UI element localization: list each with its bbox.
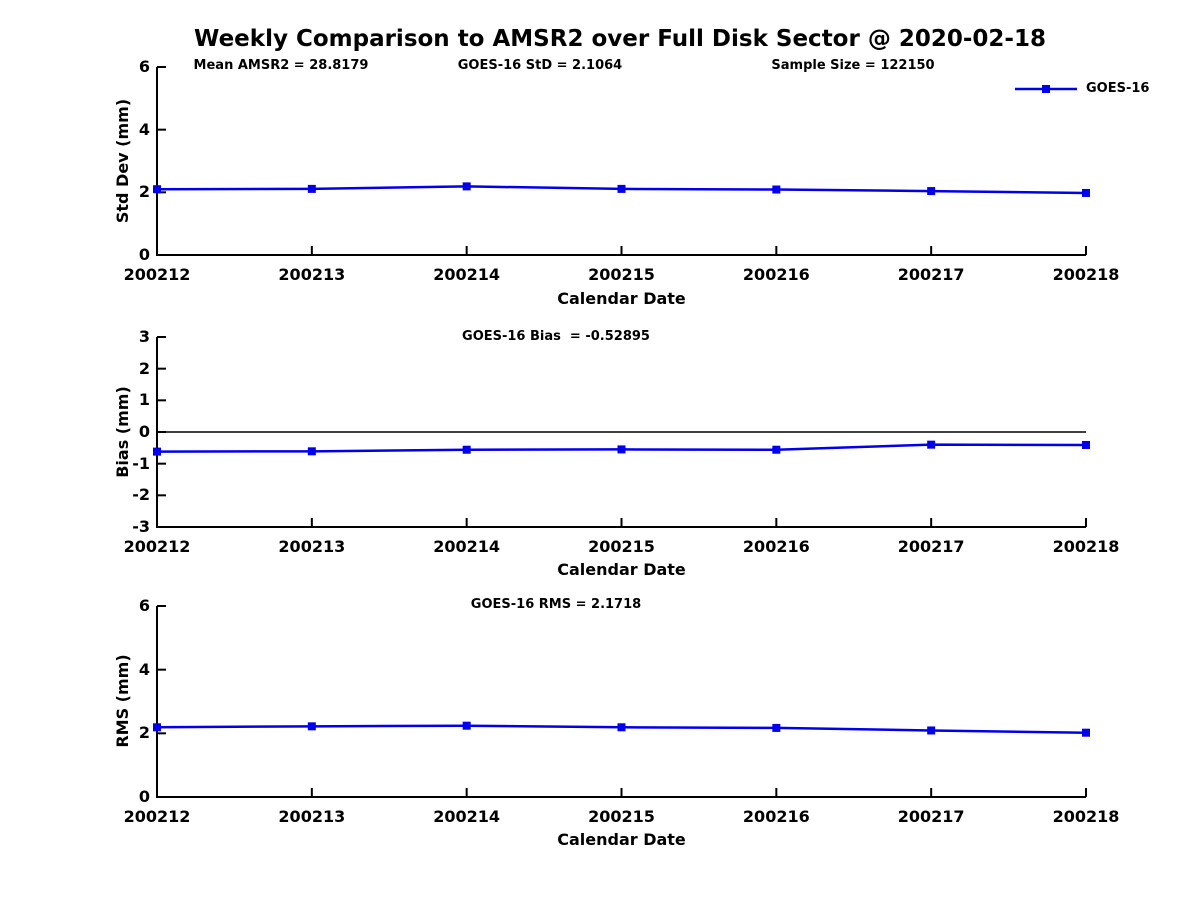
x-tick-label: 200217 — [897, 537, 965, 556]
y-tick-label: 0 — [138, 422, 150, 441]
x-tick-label: 200213 — [278, 265, 346, 284]
x-tick-label: 200214 — [433, 537, 501, 556]
annotation-mean-amsr2: Mean AMSR2 = 28.8179 — [193, 58, 369, 73]
data-point-marker — [153, 185, 161, 194]
y-tick-label: 2 — [138, 182, 150, 202]
y-tick-label: 6 — [138, 596, 150, 615]
y-tick-label: 6 — [138, 57, 150, 76]
legend-label: GOES-16 — [1086, 81, 1150, 96]
x-tick-label: 200214 — [433, 265, 501, 284]
y-tick-label: 4 — [138, 119, 150, 139]
data-point-marker — [307, 184, 316, 193]
y-tick-label: 2 — [138, 358, 150, 378]
data-point-marker — [617, 184, 626, 193]
x-tick-label: 200213 — [278, 807, 346, 826]
annotation-sample-size: Sample Size = 122150 — [771, 58, 935, 73]
x-tick-label: 200216 — [742, 265, 810, 284]
x-tick-label: 200212 — [123, 265, 191, 284]
data-point-marker — [927, 187, 936, 196]
x-axis-label: Calendar Date — [557, 830, 686, 849]
x-tick-label: 200213 — [278, 537, 346, 556]
data-point-marker — [1082, 728, 1090, 737]
y-tick-label: 4 — [138, 659, 150, 679]
data-point-marker — [1082, 188, 1090, 197]
data-point-marker — [772, 723, 781, 732]
legend: GOES-16 — [1014, 81, 1149, 96]
x-tick-label: 200215 — [588, 265, 655, 284]
y-tick-label: -1 — [132, 453, 150, 473]
x-axis-label: Calendar Date — [557, 560, 686, 579]
annotation-goes16-std: GOES-16 StD = 2.1064 — [457, 58, 623, 73]
x-tick-label: 200217 — [897, 265, 965, 284]
data-point-marker — [772, 445, 781, 454]
y-tick-label: 0 — [138, 245, 150, 264]
x-tick-label: 200216 — [742, 537, 810, 556]
x-tick-label: 200218 — [1052, 265, 1120, 284]
x-tick-label: 200212 — [123, 537, 191, 556]
data-point-marker — [462, 721, 471, 730]
data-point-marker — [153, 447, 161, 456]
y-tick-label: 3 — [138, 327, 150, 346]
x-tick-label: 200216 — [742, 807, 810, 826]
data-point-marker — [307, 447, 316, 456]
data-point-marker — [462, 445, 471, 454]
y-tick-label: 1 — [138, 390, 150, 410]
data-point-marker — [617, 445, 626, 454]
x-tick-label: 200215 — [588, 807, 655, 826]
figure-title: Weekly Comparison to AMSR2 over Full Dis… — [194, 26, 1046, 52]
x-tick-label: 200218 — [1052, 537, 1120, 556]
data-point-marker — [462, 182, 471, 191]
annotation-goes16-bias: GOES-16 Bias = -0.52895 — [462, 329, 650, 344]
axis-line — [156, 606, 1086, 798]
x-tick-label: 200217 — [897, 807, 965, 826]
legend-line-icon — [1015, 84, 1077, 93]
x-axis-label: Calendar Date — [557, 289, 686, 308]
annotation-goes16-rms: GOES-16 RMS = 2.1718 — [470, 597, 642, 612]
y-tick-label: 2 — [138, 723, 150, 743]
data-point-marker — [772, 185, 781, 194]
x-tick-label: 200212 — [123, 807, 191, 826]
x-tick-label: 200214 — [433, 807, 501, 826]
y-tick-label: 0 — [138, 787, 150, 806]
data-point-marker — [1082, 440, 1090, 449]
data-point-marker — [153, 723, 161, 732]
y-tick-label: -2 — [132, 485, 150, 505]
x-tick-label: 200215 — [588, 537, 655, 556]
y-tick-label: -3 — [132, 517, 150, 536]
data-point-marker — [307, 722, 316, 731]
data-point-marker — [617, 723, 626, 732]
x-tick-label: 200218 — [1052, 807, 1120, 826]
data-point-marker — [927, 726, 936, 735]
y-axis-label: RMS (mm) — [113, 654, 132, 748]
data-point-marker — [927, 440, 936, 449]
